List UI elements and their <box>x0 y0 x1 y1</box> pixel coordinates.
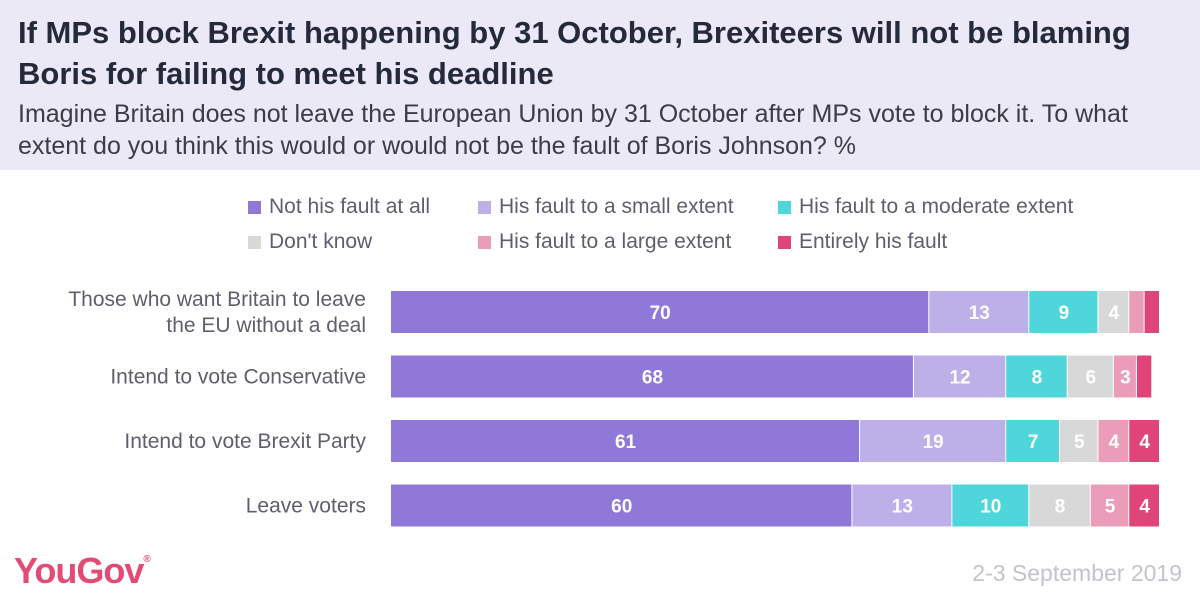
data-label: 8 <box>1055 497 1066 518</box>
legend-item: His fault to a large extent <box>478 230 731 254</box>
bar-segment <box>1006 420 1060 462</box>
category-label: Leave voters <box>246 495 366 518</box>
legend-swatch <box>778 200 791 214</box>
bar-segment <box>1006 355 1067 398</box>
bar-segment <box>1098 291 1129 333</box>
legend-label: Don't know <box>269 230 373 253</box>
bar-segment <box>391 484 852 527</box>
bar-segment <box>929 291 1029 333</box>
data-label: 61 <box>615 432 637 453</box>
bar-segment <box>860 420 1006 462</box>
bar-segment <box>1136 355 1152 398</box>
logo-text: YouGov <box>14 550 144 591</box>
data-label: 19 <box>923 432 944 453</box>
data-label: 4 <box>1109 303 1120 324</box>
data-label: 60 <box>611 497 632 518</box>
legend-label: Entirely his fault <box>799 230 948 253</box>
bar-segment <box>391 291 929 333</box>
legend-item: Entirely his fault <box>778 230 947 254</box>
logo-registered-mark: ® <box>143 554 150 565</box>
bar-segment <box>913 355 1006 398</box>
category-label: Those who want Britain to leave the EU wi… <box>68 288 366 337</box>
bar-segment <box>952 484 1029 527</box>
survey-date: 2-3 September 2019 <box>972 560 1182 586</box>
bar-segment <box>391 420 860 462</box>
legend-item: Don't know <box>248 230 372 254</box>
yougov-logo: YouGov® <box>14 550 151 592</box>
bar-segment <box>391 355 913 398</box>
data-label: 5 <box>1074 432 1085 453</box>
data-label: 13 <box>892 497 913 518</box>
legend-swatch <box>778 235 791 249</box>
bar-segment <box>1129 420 1159 462</box>
chart-title: If MPs block Brexit happening by 31 Octo… <box>18 15 1131 91</box>
legend-swatch <box>478 235 491 249</box>
legend-label: Not his fault at all <box>269 195 431 218</box>
data-label: 12 <box>949 368 970 389</box>
bar-segment <box>852 484 952 527</box>
chart-subtitle: Imagine Britain does not leave the Europ… <box>18 100 1128 160</box>
data-label: 5 <box>1105 497 1116 518</box>
legend-swatch <box>248 200 261 214</box>
chart-legend: Not his fault at all His fault to a small… <box>248 195 1168 265</box>
legend-label: His fault to a moderate extent <box>799 195 1074 218</box>
category-label: Intend to vote Brexit Party <box>124 430 366 453</box>
legend-item: His fault to a moderate extent <box>778 195 1073 219</box>
legend-item: His fault to a small extent <box>478 195 734 219</box>
bar-segment <box>1098 420 1129 462</box>
legend-swatch <box>248 235 261 249</box>
data-label: 70 <box>650 303 671 324</box>
header-band <box>0 0 1200 170</box>
data-label: 4 <box>1139 432 1150 453</box>
data-label: 6 <box>1086 368 1097 389</box>
category-label: Intend to vote Conservative <box>110 366 366 389</box>
legend-label: His fault to a large extent <box>499 230 732 253</box>
data-label: 13 <box>969 303 990 324</box>
data-label: 8 <box>1032 368 1043 389</box>
bar-segment <box>1067 355 1113 398</box>
bar-segment <box>1060 420 1098 462</box>
data-label: 4 <box>1109 432 1120 453</box>
data-label: 68 <box>642 368 663 389</box>
bar-segment <box>1090 484 1129 527</box>
bar-segment <box>1029 484 1090 527</box>
legend-item: Not his fault at all <box>248 195 430 219</box>
legend-swatch <box>478 200 491 214</box>
bar-segment <box>1029 291 1098 333</box>
bar-segment <box>1129 484 1159 527</box>
data-label: 9 <box>1059 303 1070 324</box>
data-label: 4 <box>1139 497 1150 518</box>
bar-segment <box>1113 355 1136 398</box>
legend-label: His fault to a small extent <box>499 195 734 218</box>
data-label: 7 <box>1028 432 1039 453</box>
bar-segment <box>1144 291 1159 333</box>
data-label: 3 <box>1120 368 1131 389</box>
chart-plot: Those who want Britain to leave the EU wi… <box>68 288 1159 527</box>
bar-segment <box>1129 291 1144 333</box>
data-label: 10 <box>980 497 1001 518</box>
